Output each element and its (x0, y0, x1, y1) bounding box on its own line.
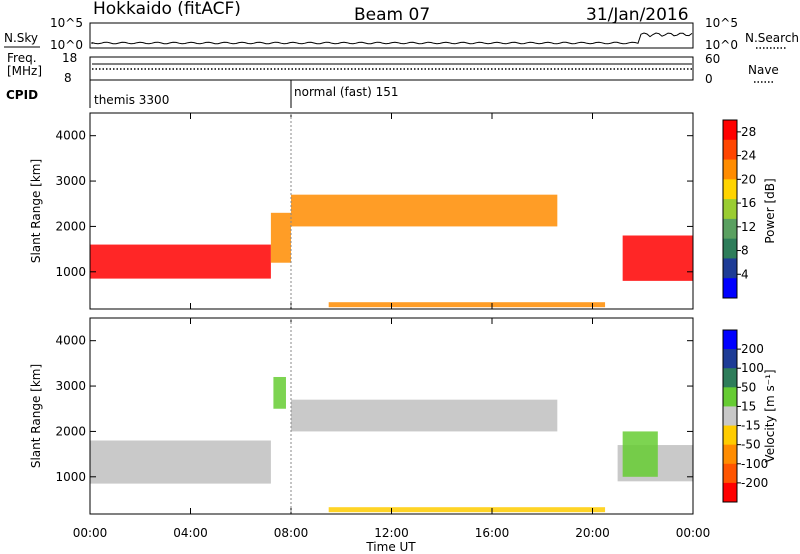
velocity-region-3 (273, 376, 286, 409)
velocity-colorbar-label-2: 50 (741, 380, 756, 394)
power-region-4 (328, 302, 606, 308)
velocity-colorbar-swatch-2 (723, 368, 737, 388)
velocity-colorbar-swatch-8 (723, 482, 737, 503)
power-colorbar-label-3: 16 (741, 196, 756, 210)
cpid-segment-1: themis 3300 (94, 93, 169, 107)
velocity-colorbar-label-4: -15 (741, 419, 761, 433)
station-title: Hokkaido (fitACF) (93, 0, 241, 19)
power-colorbar-swatch-4 (723, 199, 737, 220)
time-tick-label-1: 04:00 (173, 526, 208, 540)
velocity-colorbar-frame (722, 329, 738, 503)
power-colorbar-swatch-1 (723, 139, 737, 161)
beam-title: Beam 07 (354, 5, 430, 25)
nsky-label: N.Sky (4, 31, 38, 45)
nsky-tick-top: 10^5 (50, 16, 83, 30)
velocity-colorbar-swatch-0 (723, 330, 737, 350)
freq-tick-bottom: 8 (64, 71, 72, 85)
nsearch-label: N.Search (745, 31, 799, 45)
power-ytick-label-4000: 4000 (55, 129, 86, 143)
nsearch-tick-top: 10^5 (705, 16, 738, 30)
velocity-ytick-label-1000: 1000 (55, 470, 86, 484)
power-colorbar-label-6: 28 (741, 125, 756, 139)
velocity-colorbar-label-3: 15 (741, 399, 756, 413)
velocity-colorbar-label-5: -50 (741, 438, 761, 452)
velocity-colorbar-label-1: 100 (741, 361, 764, 375)
velocity-region-1 (291, 399, 558, 432)
power-ylabel: Slant Range [km] (29, 159, 43, 263)
freq-label: Freq. (7, 51, 37, 65)
velocity-colorbar-swatch-6 (723, 444, 737, 465)
freq-tick-top: 18 (62, 51, 77, 65)
velocity-region-5 (328, 507, 606, 513)
velocity-colorbar-swatch-7 (723, 463, 737, 484)
power-colorbar-swatch-8 (723, 278, 737, 299)
velocity-region-4 (622, 431, 658, 477)
power-ytick-label-3000: 3000 (55, 174, 86, 188)
power-colorbar-label-2: 12 (741, 220, 756, 234)
nsky-panel (89, 22, 694, 49)
nave-tick-bottom: 0 (705, 72, 713, 86)
power-colorbar-label: Power [dB] (763, 178, 777, 243)
velocity-colorbar-swatch-4 (723, 406, 737, 427)
cpid-label: CPID (6, 88, 38, 102)
velocity-ytick-label-4000: 4000 (55, 334, 86, 348)
power-colorbar-frame (722, 119, 738, 299)
velocity-colorbar-label-0: 200 (741, 342, 764, 356)
time-tick-label-3: 12:00 (374, 526, 409, 540)
time-tick-label-0: 00:00 (73, 526, 108, 540)
power-colorbar-swatch-0 (723, 120, 737, 141)
power-ytick-label-2000: 2000 (55, 219, 86, 233)
power-colorbar-label-1: 8 (741, 244, 749, 258)
velocity-colorbar-label-7: -200 (741, 476, 768, 490)
power-region-1 (270, 212, 291, 263)
power-colorbar-swatch-2 (723, 159, 737, 180)
x-axis-label: Time UT (365, 540, 416, 554)
cpid-segment-2: normal (fast) 151 (294, 85, 398, 99)
power-colorbar-swatch-7 (723, 258, 737, 279)
freq-units: [MHz] (7, 64, 42, 78)
velocity-heatmap (90, 376, 693, 513)
power-region-0 (90, 244, 271, 279)
velocity-colorbar-label: Velocity [m s⁻¹] (763, 369, 777, 462)
power-colorbar-label-5: 24 (741, 149, 756, 163)
date-title: 31/Jan/2016 (586, 5, 689, 25)
power-colorbar-swatch-5 (723, 218, 737, 240)
velocity-ytick-label-3000: 3000 (55, 379, 86, 393)
power-colorbar-label-0: 4 (741, 267, 749, 281)
velocity-region-0 (90, 440, 271, 484)
velocity-colorbar-swatch-1 (723, 349, 737, 369)
time-tick-label-4: 16:00 (475, 526, 510, 540)
nsky-trace-line (91, 32, 693, 45)
nave-tick-top: 60 (705, 52, 720, 66)
velocity-colorbar-label-6: -100 (741, 457, 768, 471)
time-tick-label-5: 20:00 (575, 526, 610, 540)
time-tick-label-2: 08:00 (274, 526, 309, 540)
velocity-colorbar-swatch-3 (723, 387, 737, 407)
time-tick-label-6: 00:00 (676, 526, 711, 540)
power-ytick-label-1000: 1000 (55, 265, 86, 279)
velocity-ylabel: Slant Range [km] (29, 364, 43, 468)
power-region-2 (291, 194, 558, 227)
power-region-3 (622, 235, 693, 281)
power-colorbar-swatch-3 (723, 179, 737, 200)
freq-panel (89, 56, 694, 81)
power-colorbar-swatch-6 (723, 238, 737, 259)
power-colorbar-label-4: 20 (741, 172, 756, 186)
power-heatmap (90, 194, 693, 308)
nave-label: Nave (748, 63, 779, 77)
nsearch-tick-bottom: 10^0 (705, 38, 738, 52)
velocity-ytick-label-2000: 2000 (55, 424, 86, 438)
velocity-colorbar-swatch-5 (723, 425, 737, 446)
nsky-tick-bottom: 10^0 (50, 38, 83, 52)
